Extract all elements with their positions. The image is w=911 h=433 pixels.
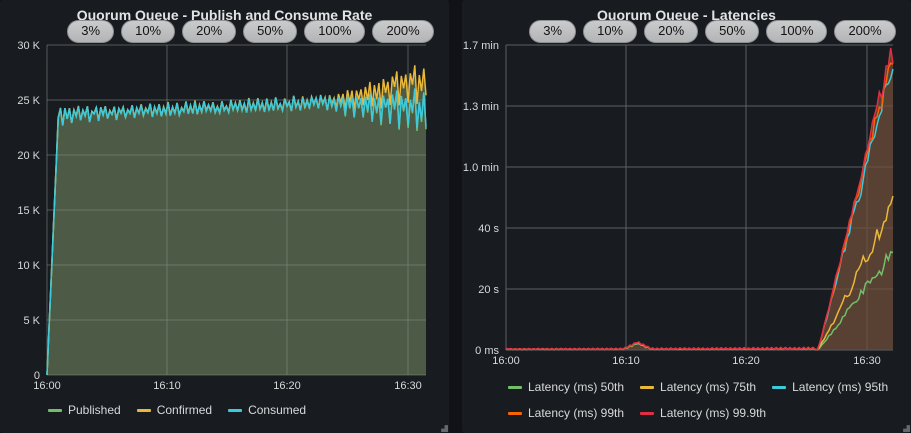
svg-text:10 K: 10 K — [17, 260, 40, 272]
svg-text:16:00: 16:00 — [492, 355, 520, 367]
svg-text:16:10: 16:10 — [612, 355, 640, 367]
svg-text:16:30: 16:30 — [853, 355, 881, 367]
svg-text:16:30: 16:30 — [394, 380, 422, 392]
svg-text:16:10: 16:10 — [153, 380, 181, 392]
svg-text:20 K: 20 K — [17, 150, 40, 162]
svg-text:30 K: 30 K — [17, 40, 40, 52]
svg-text:15 K: 15 K — [17, 205, 40, 217]
svg-text:40 s: 40 s — [478, 223, 499, 235]
svg-text:16:20: 16:20 — [273, 380, 301, 392]
svg-text:16:00: 16:00 — [33, 380, 61, 392]
svg-text:16:20: 16:20 — [732, 355, 760, 367]
svg-text:1.7 min: 1.7 min — [463, 40, 499, 52]
svg-text:20 s: 20 s — [478, 284, 499, 296]
svg-text:1.0 min: 1.0 min — [463, 162, 499, 174]
svg-text:1.3 min: 1.3 min — [463, 101, 499, 113]
svg-text:5 K: 5 K — [23, 315, 40, 327]
svg-text:25 K: 25 K — [17, 95, 40, 107]
